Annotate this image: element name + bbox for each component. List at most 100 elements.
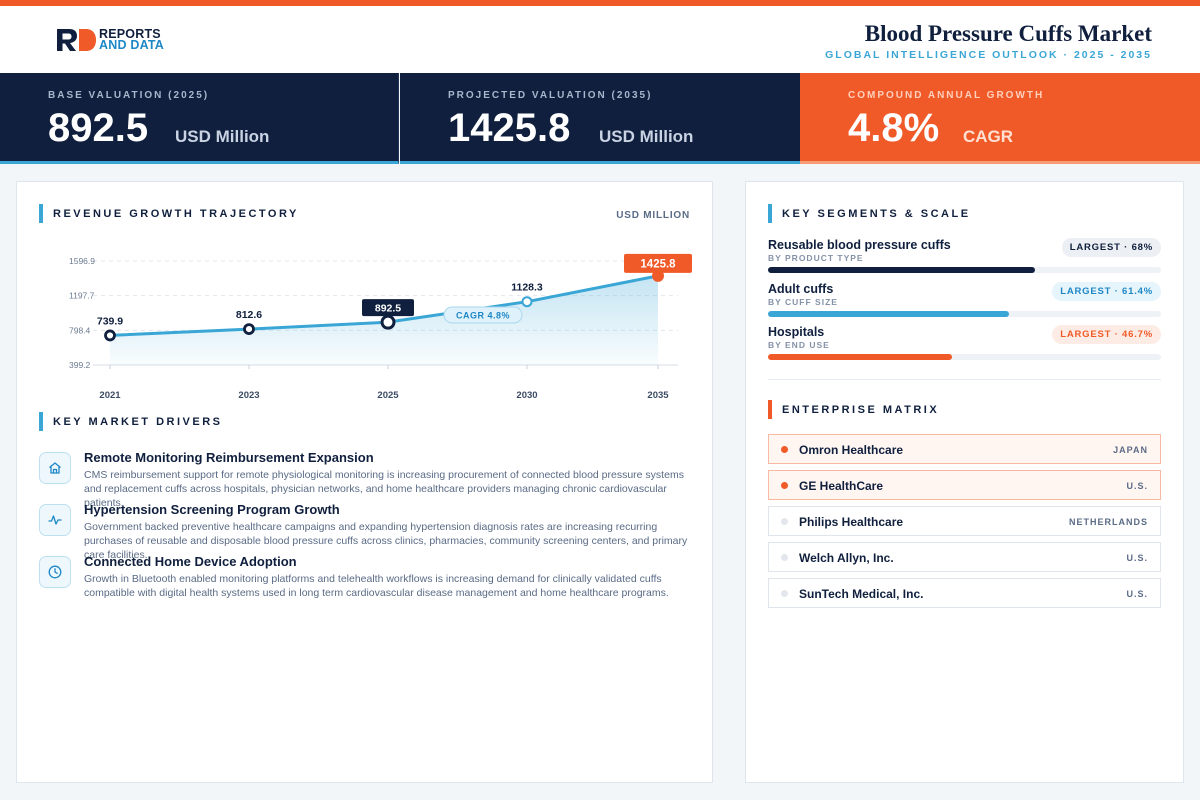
segment-name: Adult cuffs [768,282,834,296]
chart-section-title: REVENUE GROWTH TRAJECTORY [53,207,299,220]
drivers-section-title: KEY MARKET DRIVERS [53,415,223,428]
page-subtitle: GLOBAL INTELLIGENCE OUTLOOK · 2025 - 203… [825,49,1152,61]
x-tick-label: 2021 [99,390,121,401]
base-value-badge [362,299,414,317]
enterprise-row[interactable]: Omron Healthcare JAPAN [768,434,1161,464]
kpi-label: PROJECTED VALUATION (2035) [448,90,653,101]
driver-item: Hypertension Screening Program Growth Go… [39,502,699,561]
page-header: REPORTS AND DATA Blood Pressure Cuffs Ma… [0,6,1200,73]
driver-title: Remote Monitoring Reimbursement Expansio… [84,450,374,465]
section-accent [39,412,43,431]
kpi-projected-valuation: PROJECTED VALUATION (2035) 1425.8 USD Mi… [400,73,800,164]
page-title: Blood Pressure Cuffs Market [864,21,1152,46]
enterprise-marker [781,482,788,489]
section-divider [768,379,1161,380]
top-accent-bar [0,0,1200,6]
data-label: 812.6 [236,309,262,321]
enterprise-country: NETHERLANDS [1068,517,1148,527]
logo-line-2: AND DATA [99,38,165,52]
segment-share-badge: LARGEST · 61.4% [1052,282,1161,301]
enterprise-name: Philips Healthcare [799,515,904,529]
enterprise-name: Welch Allyn, Inc. [799,551,894,565]
segment-share-bar [768,354,952,360]
area-fill [110,275,658,365]
kpi-unit: CAGR [963,127,1014,146]
enterprise-row[interactable]: Welch Allyn, Inc. U.S. [768,542,1161,572]
data-point [104,329,116,342]
data-point [652,269,664,282]
enterprise-row[interactable]: Philips Healthcare NETHERLANDS [768,506,1161,536]
chart-section-header: REVENUE GROWTH TRAJECTORY [39,204,299,223]
kpi-value: 4.8% [848,106,940,150]
driver-description: Government backed preventive healthcare … [84,521,688,561]
enterprise-row[interactable]: SunTech Medical, Inc. U.S. [768,578,1161,608]
chart-unit-label: USD MILLION [616,210,690,221]
y-tick-label: 1596.9 [69,256,95,266]
driver-item: Connected Home Device Adoption Growth in… [39,554,699,606]
kpi-value: 1425.8 [448,106,571,150]
logo-mark-icon [57,29,96,51]
kpi-label: BASE VALUATION (2025) [48,90,210,101]
y-tick-label: 399.2 [69,360,91,370]
pulse-icon [39,504,71,536]
data-label: 1128.3 [511,282,543,294]
data-label: 1425.8 [640,258,676,270]
home-icon [39,452,71,484]
section-accent [39,204,43,223]
kpi-strip: BASE VALUATION (2025) 892.5 USD Million … [0,73,1200,164]
driver-item: Remote Monitoring Reimbursement Expansio… [39,450,699,509]
data-label: 892.5 [375,303,401,315]
data-point [521,296,533,308]
enterprise-country: U.S. [1126,553,1148,563]
segment-share-track [768,354,1161,360]
x-tick-label: 2030 [516,390,537,401]
enterprise-marker [781,554,788,561]
revenue-chart: 399.2 798.4 1197.7 1596.9 739.9 2021 812.6 2023… [69,253,692,401]
segment-row: Adult cuffs BY CUFF SIZE LARGEST · 61.4% [768,282,1161,326]
kpi-base-valuation: BASE VALUATION (2025) 892.5 USD Million [0,73,399,164]
enterprise-country: U.S. [1126,481,1148,491]
enterprise-country: JAPAN [1113,445,1148,455]
enterprise-name: Omron Healthcare [799,443,904,457]
y-tick-label: 798.4 [69,325,91,335]
segment-category: BY PRODUCT TYPE [768,253,864,263]
enterprise-marker [781,446,788,453]
segment-name: Hospitals [768,325,825,339]
segments-section-title: KEY SEGMENTS & SCALE [782,207,971,220]
cagr-annotation: CAGR 4.8% [456,311,510,321]
enterprise-name: SunTech Medical, Inc. [799,587,924,601]
x-tick-label: 2035 [647,390,669,401]
cagr-annotation-pill [443,306,523,324]
driver-description: CMS reimbursement support for remote phy… [84,469,684,509]
y-tick-label: 1197.7 [69,291,95,301]
trajectory-panel: REVENUE GROWTH TRAJECTORY USD MILLION 39… [16,181,713,783]
segment-row: Hospitals BY END USE LARGEST · 46.7% [768,325,1161,369]
kpi-cagr: COMPOUND ANNUAL GROWTH 4.8% CAGR [800,73,1200,164]
segments-section-header: KEY SEGMENTS & SCALE [768,204,971,223]
kpi-value: 892.5 [48,106,149,150]
driver-title: Connected Home Device Adoption [84,554,297,569]
brand-logo: REPORTS AND DATA [55,27,164,53]
segment-row: Reusable blood pressure cuffs BY PRODUCT… [768,238,1161,282]
enterprise-name: GE HealthCare [799,479,884,493]
logo-line-1: REPORTS [99,27,161,41]
kpi-unit: USD Million [175,127,270,146]
drivers-section-header: KEY MARKET DRIVERS [39,412,222,431]
kpi-label: COMPOUND ANNUAL GROWTH [848,90,1045,101]
driver-description: Growth in Bluetooth enabled monitoring p… [84,573,669,599]
enterprise-row[interactable]: GE HealthCare U.S. [768,470,1161,500]
x-tick-label: 2025 [377,390,399,401]
data-label: 739.9 [97,315,123,327]
data-point [380,314,396,330]
enterprise-section-title: ENTERPRISE MATRIX [782,403,940,416]
driver-title: Hypertension Screening Program Growth [84,502,340,517]
drivers-list: Remote Monitoring Reimbursement Expansio… [39,450,699,606]
segments-panel: KEY SEGMENTS & SCALE Reusable blood pres… [745,181,1184,783]
enterprise-country: U.S. [1126,589,1148,599]
segment-category: BY CUFF SIZE [768,297,838,307]
x-tick-label: 2023 [238,390,259,401]
segment-share-badge: LARGEST · 68% [1061,238,1161,257]
segment-name: Reusable blood pressure cuffs [768,238,951,252]
enterprise-marker [781,590,788,597]
kpi-unit: USD Million [599,127,694,146]
